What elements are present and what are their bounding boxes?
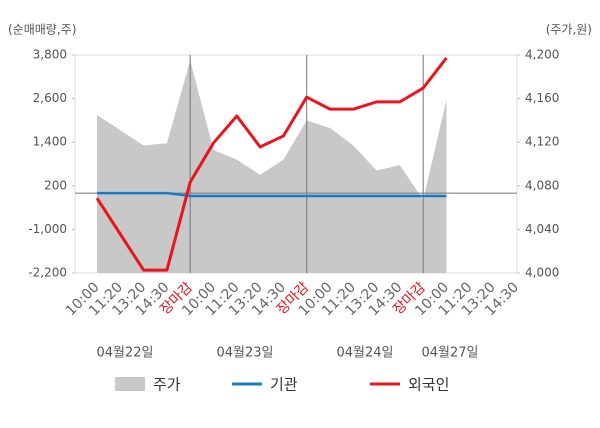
y2-tick-label: 4,120 (525, 135, 559, 149)
y2-tick-label: 4,200 (525, 48, 559, 62)
y-tick-label: 2,600 (33, 91, 67, 105)
legend-label: 주가 (153, 376, 181, 394)
y2-tick-label: 4,080 (525, 178, 559, 192)
price-area (97, 60, 447, 274)
date-label: 04월24일 (336, 346, 393, 361)
y2-tick-label: 4,040 (525, 222, 559, 236)
date-label: 04월22일 (96, 346, 153, 361)
y2-tick-label: 4,160 (525, 91, 559, 105)
legend-label: 외국인 (408, 376, 449, 394)
y-tick-label: 1,400 (33, 135, 67, 149)
date-label: 04월23일 (216, 346, 273, 361)
y-axis-label: (순매매량,주) (8, 23, 76, 37)
y-tick-label: 3,800 (33, 48, 67, 62)
y-tick-label: 200 (44, 178, 67, 192)
legend-swatch (115, 377, 145, 391)
series-line (95, 56, 448, 272)
legend-label: 기관 (270, 376, 298, 394)
date-label: 04월27일 (421, 346, 478, 361)
y-tick-label: -2,200 (28, 266, 67, 280)
y-tick-label: -1,000 (28, 222, 67, 236)
y2-axis-label: (주가,원) (546, 23, 592, 37)
series-line (97, 191, 447, 198)
y2-tick-label: 4,000 (525, 266, 559, 280)
